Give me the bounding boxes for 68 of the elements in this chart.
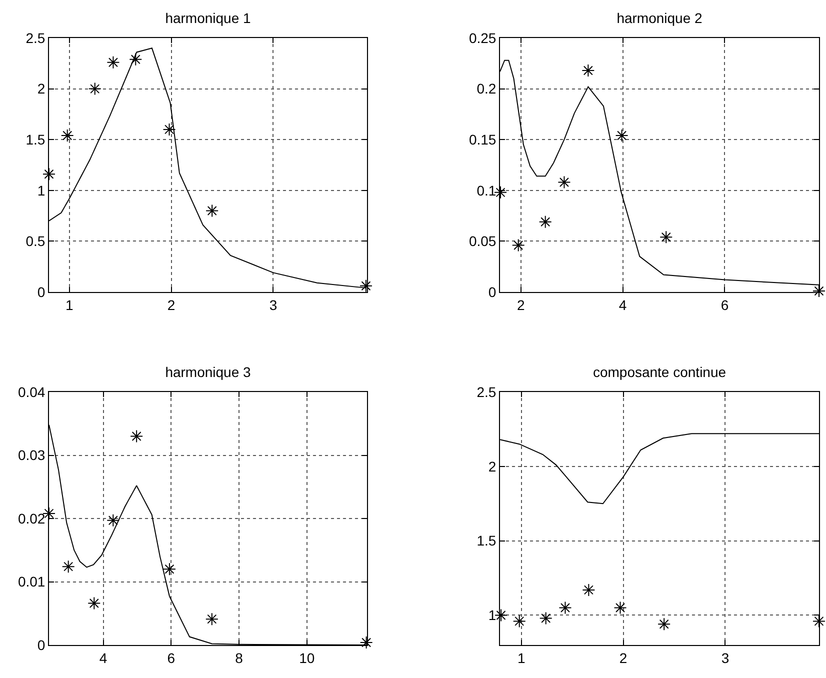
y-tick-label: 0.1: [476, 182, 496, 198]
point: [494, 608, 508, 622]
point: [558, 601, 572, 614]
x-tick-label: 1: [518, 650, 526, 666]
point: [614, 601, 627, 614]
y-tick-label: 0.04: [18, 384, 46, 400]
x-tick-label: 10: [299, 650, 315, 666]
x-tick-label: 2: [167, 296, 176, 313]
point: [558, 176, 571, 189]
point: [494, 186, 508, 199]
chart-title: composante continue: [592, 364, 726, 380]
point: [129, 52, 142, 66]
x-tick-label: 4: [99, 650, 108, 666]
y-tick-label: 0: [488, 284, 496, 300]
x-tick-label: 2: [516, 296, 525, 313]
x-tick-label: 4: [618, 296, 627, 313]
x-tick-label: 3: [269, 296, 278, 313]
point: [106, 514, 120, 527]
x-tick-label: 6: [167, 650, 176, 666]
y-tick-label: 2.5: [26, 30, 46, 46]
y-tick-label: 1: [37, 182, 46, 198]
point: [42, 168, 56, 181]
chart-title: harmonique 2: [616, 10, 703, 26]
y-tick-label: 1.5: [476, 532, 496, 549]
x-tick-label: 1: [65, 296, 74, 313]
y-tick-label: 0.02: [18, 510, 46, 526]
x-tick-label: 3: [721, 650, 730, 666]
y-tick-label: 1.5: [26, 132, 46, 148]
y-tick-label: 2: [37, 80, 46, 97]
y-tick-label: 0.25: [468, 30, 496, 46]
point: [62, 560, 75, 574]
point: [60, 129, 74, 142]
point: [88, 596, 101, 610]
point: [812, 284, 826, 298]
y-tick-label: 1: [488, 607, 496, 624]
y-tick-label: 2.5: [476, 384, 496, 400]
y-tick-label: 2: [488, 458, 496, 474]
point: [615, 129, 628, 142]
point: [538, 215, 552, 228]
chart-title: harmonique 3: [165, 364, 252, 380]
point: [582, 583, 596, 596]
point: [162, 562, 176, 576]
point: [512, 614, 526, 628]
point: [106, 56, 120, 69]
y-tick-label: 0.01: [18, 574, 46, 590]
point: [582, 64, 595, 78]
y-tick-label: 0: [37, 636, 46, 653]
y-tick-label: 0: [37, 284, 46, 300]
point: [812, 614, 826, 628]
point: [162, 122, 176, 136]
point: [360, 636, 373, 649]
point: [206, 204, 219, 218]
y-tick-label: 0.2: [476, 80, 496, 97]
chart-title: harmonique 1: [165, 10, 252, 26]
point: [205, 612, 218, 626]
y-tick-label: 0.03: [18, 447, 46, 464]
y-tick-label: 0.15: [468, 132, 496, 148]
point: [512, 238, 525, 252]
x-tick-label: 2: [619, 650, 628, 666]
point: [539, 612, 552, 625]
x-tick-label: 8: [235, 650, 244, 666]
point: [88, 82, 102, 96]
x-tick-label: 6: [720, 296, 729, 313]
point: [658, 618, 671, 631]
point: [130, 430, 144, 443]
y-tick-label: 0.05: [468, 233, 496, 250]
point: [660, 230, 673, 244]
y-tick-label: 0.5: [26, 233, 46, 250]
